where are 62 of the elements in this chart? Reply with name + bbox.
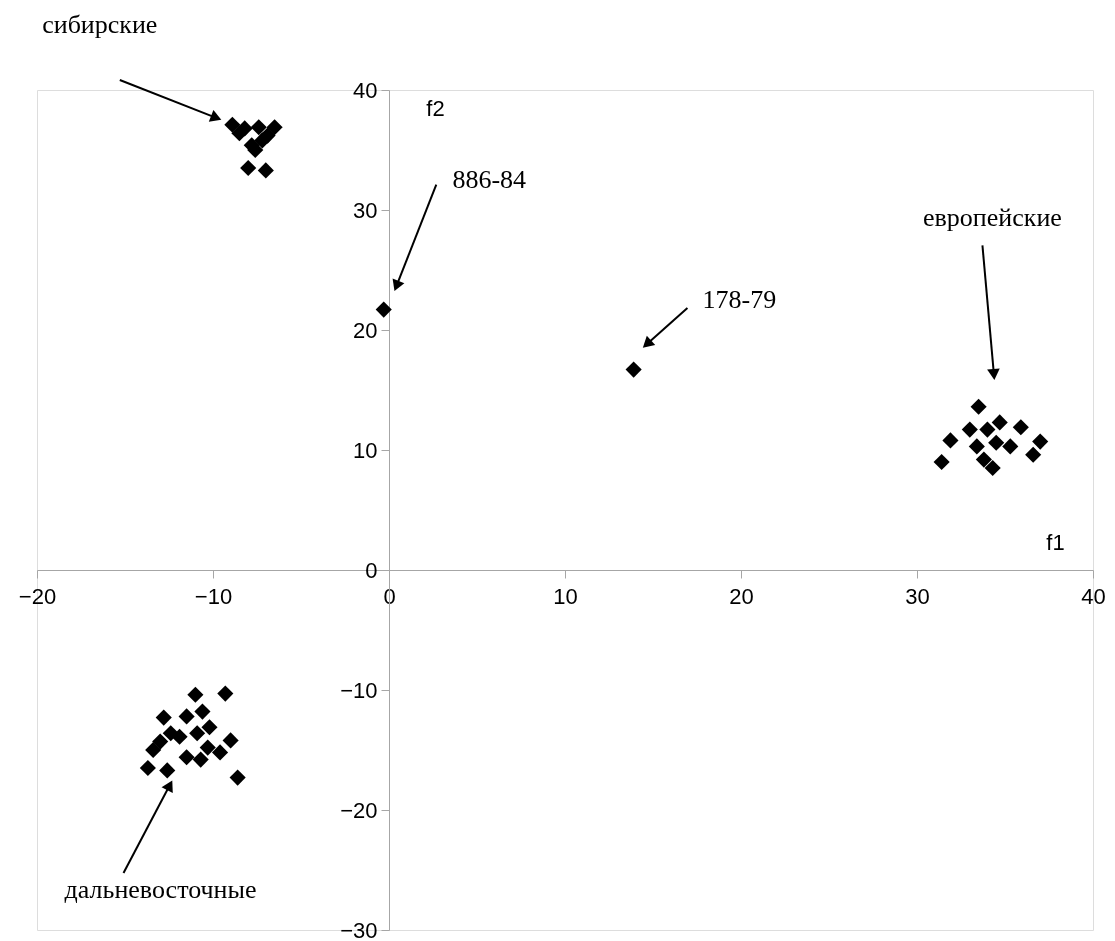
x-tick-label: 40 <box>1081 583 1106 609</box>
point <box>257 162 274 179</box>
point <box>201 719 218 736</box>
x-tick-label: −20 <box>18 583 57 609</box>
point <box>1032 433 1049 450</box>
point <box>224 116 241 133</box>
point <box>259 127 276 144</box>
point <box>229 769 246 786</box>
point <box>250 119 267 136</box>
point <box>194 703 211 720</box>
y-tick-label: 20 <box>353 317 378 343</box>
point <box>933 453 950 471</box>
text: сибирские <box>42 10 158 39</box>
point <box>162 725 179 742</box>
x-tick-label: 30 <box>905 583 930 609</box>
x-tick-label: 10 <box>553 583 578 609</box>
y-tick-label: 0 <box>365 557 378 583</box>
annotation: дальневосточные <box>64 875 257 904</box>
point <box>968 438 985 455</box>
point <box>975 451 992 468</box>
annotation: 178-79 <box>702 285 777 314</box>
point <box>192 751 209 768</box>
point <box>375 301 392 318</box>
y-tick-label: −10 <box>340 677 378 703</box>
y-tick-label: −30 <box>340 917 378 941</box>
y-axis-title: f2 <box>426 95 445 121</box>
point <box>988 434 1005 451</box>
point <box>1012 419 1029 436</box>
point <box>979 421 996 438</box>
point <box>942 432 959 449</box>
y-tick-label: −20 <box>340 797 378 823</box>
point <box>178 708 195 725</box>
point <box>222 732 239 749</box>
point <box>991 414 1008 431</box>
point <box>970 398 987 415</box>
point <box>625 361 642 378</box>
point <box>152 733 169 750</box>
y-tick-label: 10 <box>353 437 378 463</box>
point <box>211 744 229 761</box>
point <box>139 759 156 777</box>
point <box>199 739 216 756</box>
point <box>155 709 172 726</box>
point <box>961 421 978 438</box>
annotation: 886-84 <box>452 164 527 194</box>
annotation: европейские <box>923 203 1062 233</box>
point <box>145 741 162 759</box>
point <box>217 685 234 702</box>
point <box>231 125 248 142</box>
point <box>240 159 257 177</box>
point <box>189 725 206 742</box>
point <box>187 686 204 703</box>
x-axis-title: f1 <box>1046 529 1065 555</box>
x-tick-label: 20 <box>729 583 754 609</box>
y-tick-label: 40 <box>353 77 378 103</box>
point <box>1002 438 1019 455</box>
point <box>984 459 1001 477</box>
point <box>1025 446 1042 463</box>
point <box>266 119 283 136</box>
point <box>159 762 176 779</box>
y-tick-label: 30 <box>353 197 378 223</box>
x-tick-label: −10 <box>194 583 233 609</box>
point <box>178 749 195 766</box>
